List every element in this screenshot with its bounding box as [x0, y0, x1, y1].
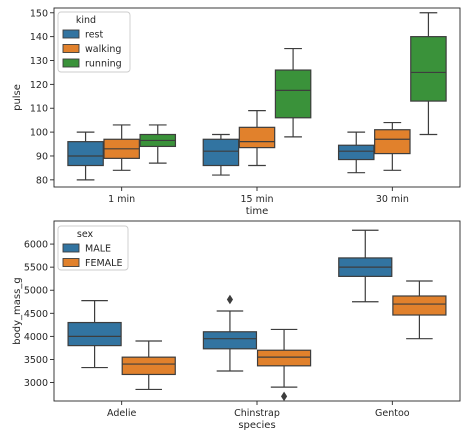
x-tick-label: Gentoo — [375, 408, 410, 419]
box-female-adelie — [121, 340, 176, 391]
y-tick-label: 90 — [36, 151, 48, 162]
box-iqr — [202, 138, 240, 167]
y-tick-label: 5000 — [24, 286, 48, 297]
box-running-1-min — [139, 124, 177, 164]
box-iqr — [238, 126, 276, 149]
y-tick-label: 4000 — [24, 332, 48, 343]
chart-body-mass-by-species: 3000 3500 4000 4500 5000 5500 6000 Adelie Chinst… — [12, 220, 461, 431]
y-tick-label: 110 — [30, 104, 48, 115]
box-walking-30-min — [374, 121, 411, 171]
outlier-point — [280, 391, 288, 402]
box-walking-15-min — [238, 110, 276, 167]
legend: sex MALE FEMALE — [57, 225, 129, 271]
box-male-chinstrap — [202, 294, 258, 372]
box-iqr — [392, 295, 447, 316]
x-tick-label: Chinstrap — [234, 408, 280, 419]
x-tick-label: 15 min — [240, 194, 273, 205]
legend-swatch-walking — [62, 44, 80, 53]
box-male-gentoo — [338, 229, 393, 303]
box-iqr — [121, 356, 176, 376]
legend-label: running — [85, 59, 122, 70]
box-iqr — [67, 141, 104, 167]
y-axis-label: body_mass_g — [12, 277, 23, 344]
x-axis-label: time — [246, 206, 269, 217]
y-tick-label: 130 — [30, 56, 48, 67]
box-female-gentoo — [392, 280, 447, 340]
legend-swatch-male — [62, 243, 80, 253]
legend-title: sex — [77, 229, 94, 240]
y-tick-label: 100 — [30, 128, 48, 139]
box-rest-30-min — [337, 131, 375, 174]
box-rest-15-min — [202, 133, 240, 176]
chart-pulse-by-time: 80 90 100 110 120 130 140 150 1 min 15 min 30 min t… — [12, 7, 461, 217]
y-tick-label: 3000 — [24, 378, 48, 389]
box-rest-1-min — [67, 131, 104, 181]
box-iqr — [374, 129, 411, 155]
y-tick-label: 6000 — [24, 240, 48, 251]
box-iqr — [202, 331, 258, 350]
x-axis-label: species — [238, 420, 275, 431]
y-tick-label: 150 — [30, 8, 48, 19]
y-tick-label: 4500 — [24, 309, 48, 320]
legend-swatch-running — [62, 58, 80, 68]
box-female-chinstrap — [256, 328, 312, 402]
legend-label: MALE — [85, 244, 111, 255]
x-tick-label: 1 min — [108, 194, 135, 205]
outlier-point — [226, 294, 234, 305]
legend-label: walking — [85, 44, 121, 55]
legend-label: rest — [85, 30, 103, 41]
box-running-15-min — [274, 47, 312, 138]
box-iqr — [410, 36, 447, 102]
x-tick-label: Adelie — [107, 408, 136, 419]
x-tick-label: 30 min — [376, 194, 409, 205]
box-iqr — [337, 144, 375, 161]
box-iqr — [256, 349, 312, 367]
box-walking-1-min — [103, 124, 140, 171]
box-male-adelie — [67, 300, 122, 369]
box-running-30-min — [410, 12, 447, 136]
legend-swatch-female — [62, 258, 80, 267]
legend-title: kind — [76, 15, 96, 26]
y-tick-label: 80 — [36, 175, 48, 186]
legend-label: FEMALE — [85, 258, 122, 269]
box-iqr — [274, 69, 312, 119]
y-axis-label: pulse — [12, 84, 23, 111]
legend-frame — [57, 11, 131, 73]
box-iqr — [67, 321, 122, 347]
y-tick-label: 120 — [30, 80, 48, 91]
legend: kind rest walking running — [57, 11, 131, 73]
legend-swatch-rest — [62, 29, 80, 39]
y-tick-label: 140 — [30, 32, 48, 43]
y-tick-label: 3500 — [24, 355, 48, 366]
y-tick-label: 5500 — [24, 263, 48, 274]
